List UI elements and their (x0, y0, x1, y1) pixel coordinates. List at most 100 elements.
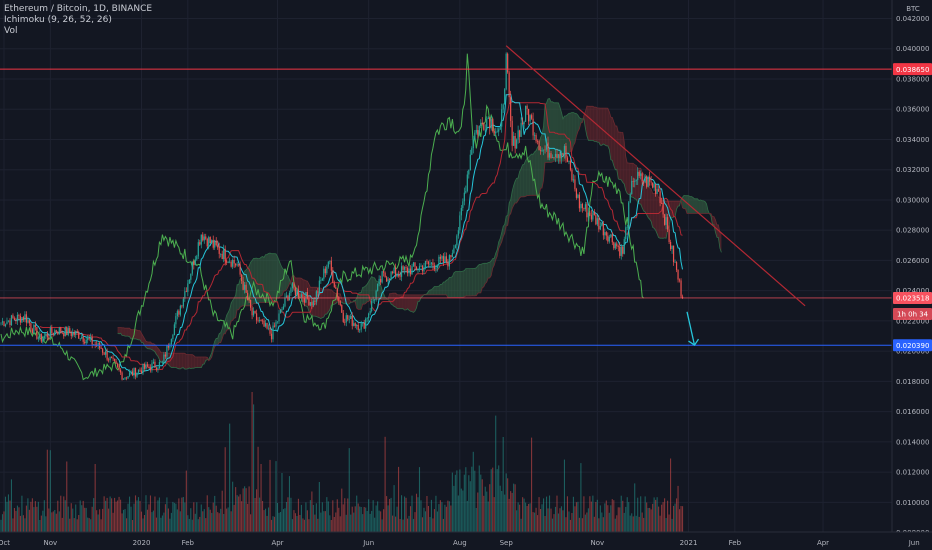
volume-bar (151, 512, 153, 532)
cloud-segment (429, 289, 432, 295)
volume-bar (79, 500, 81, 532)
candle-body (321, 278, 323, 281)
candle-body (394, 267, 397, 277)
candle (646, 175, 648, 189)
candle (397, 270, 400, 278)
candle (332, 267, 334, 283)
candle (281, 306, 283, 313)
volume-bar (474, 470, 476, 532)
candle-body (442, 256, 444, 263)
price-label: 0.023518 (896, 295, 929, 303)
cloud-segment (195, 357, 197, 368)
candle (517, 125, 519, 144)
candle-body (345, 315, 347, 323)
cloud-segment (468, 268, 471, 297)
candle (622, 245, 624, 257)
volume-bar (445, 506, 447, 532)
candle-body (626, 226, 628, 228)
candle-body (522, 122, 524, 124)
volume-bar (502, 437, 504, 532)
candle (665, 213, 667, 230)
candle-body (628, 202, 630, 227)
candle-body (323, 268, 325, 279)
candle (569, 157, 572, 172)
volume-bar (175, 503, 177, 532)
candle (403, 266, 406, 275)
candle-body (592, 212, 594, 220)
candle-body (242, 281, 244, 290)
candle (112, 354, 114, 362)
candle (607, 232, 609, 244)
candle (563, 144, 566, 159)
candle (75, 330, 77, 339)
candle-body (176, 311, 178, 317)
candle-body (581, 204, 583, 209)
candle-body (21, 317, 23, 323)
candle (251, 305, 253, 320)
candle-body (324, 268, 326, 274)
candle (424, 260, 427, 270)
candle (484, 124, 486, 133)
volume-bar (450, 505, 452, 532)
candle-body (208, 237, 210, 247)
volume-bar (540, 509, 542, 532)
candle (438, 254, 440, 269)
candle (13, 316, 16, 321)
volume-bar (266, 515, 268, 532)
candle-body (559, 154, 561, 159)
cloud-segment (673, 201, 676, 218)
cloud-segment (440, 284, 442, 295)
candle (486, 116, 488, 130)
cloud-segment (676, 201, 679, 210)
candle-body (480, 122, 482, 127)
candle-body (596, 218, 598, 225)
volume-bar (656, 497, 658, 532)
candle-body (269, 327, 271, 334)
cloud-segment (328, 289, 330, 312)
volume-bar (326, 497, 328, 532)
volume-bar (475, 508, 477, 532)
cloud-segment (591, 106, 593, 141)
volume-bar (73, 518, 75, 532)
volume-bar (315, 503, 317, 532)
candle (504, 88, 506, 105)
cloud-segment (365, 284, 368, 304)
volume-bar (384, 436, 386, 532)
candle (389, 277, 391, 281)
cloud-segment (489, 261, 492, 278)
candle-body (148, 366, 150, 368)
cloud-segment (216, 338, 218, 346)
volume-bar (508, 498, 510, 532)
candle-body (167, 345, 169, 348)
candle-body (264, 322, 267, 327)
cloud-segment (122, 327, 124, 336)
x-tick-label: Feb (182, 539, 195, 547)
candle-body (441, 256, 443, 259)
candle (241, 273, 243, 284)
volume-bar (608, 512, 610, 532)
candle-body (178, 311, 180, 315)
volume-bar (259, 497, 261, 532)
conversion-line (14, 93, 683, 375)
candle-body (656, 189, 658, 194)
cloud-segment (125, 328, 127, 337)
candle (632, 177, 634, 188)
candle (239, 261, 241, 277)
candle-body (209, 237, 211, 243)
candle-body (429, 264, 431, 265)
candle-body (215, 240, 217, 246)
y-tick-label: 0.042000 (896, 15, 929, 23)
volume-bar (442, 518, 444, 532)
volume-bar (287, 497, 289, 532)
volume-bar (223, 514, 225, 532)
candle-body (507, 53, 509, 73)
cloud-segment (456, 271, 459, 298)
cloud-segment (488, 262, 490, 278)
cloud-segment (600, 108, 602, 146)
cloud-segment (343, 299, 345, 304)
candle (46, 330, 48, 341)
candle-body (671, 245, 673, 249)
candle-body (27, 320, 29, 323)
candle-body (409, 268, 412, 275)
